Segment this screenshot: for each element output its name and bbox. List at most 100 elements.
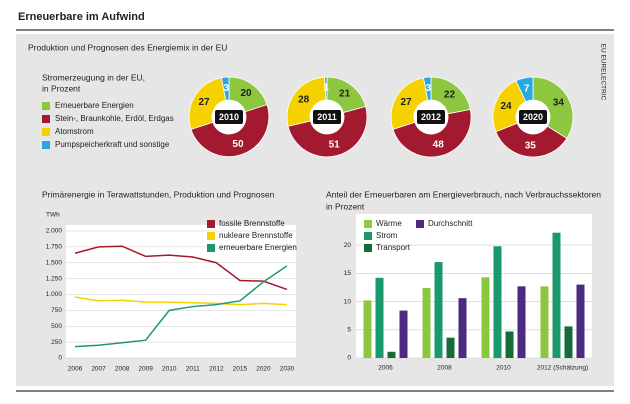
legend-swatch <box>207 244 215 252</box>
legend-label: Erneuerbare Energien <box>55 101 134 110</box>
panel-subtitle: Produktion und Prognosen des Energiemix … <box>28 42 227 52</box>
y-tick-label: 20 <box>344 242 352 249</box>
line-series <box>74 296 288 306</box>
donut-value-label: 3 <box>223 83 229 94</box>
y-tick-label: 1.000 <box>46 291 63 298</box>
y-tick-label: 500 <box>51 323 62 330</box>
page-title: Erneuerbare im Aufwind <box>18 11 145 23</box>
legend-label: Durchschnitt <box>428 219 473 228</box>
bar <box>505 331 514 358</box>
bar <box>422 288 431 358</box>
legend-swatch <box>42 141 50 149</box>
year-badge <box>215 110 243 124</box>
bar <box>493 246 502 358</box>
x-tick-label: 2007 <box>91 366 106 373</box>
bar <box>552 232 561 358</box>
donut-value-label: 34 <box>553 98 565 109</box>
x-tick-label: 2006 <box>378 365 393 372</box>
bar <box>540 286 549 358</box>
y-tick-label: 5 <box>347 326 351 333</box>
legend-swatch <box>207 220 215 228</box>
donut-value-label: 7 <box>524 83 530 94</box>
bar <box>399 310 408 358</box>
line-series <box>74 245 288 291</box>
bar <box>576 284 585 358</box>
donut-year: 2020 <box>523 112 543 122</box>
legend-label: Stein-, Braunkohle, Erdöl, Erdgas <box>55 114 174 123</box>
donut-value-label: 27 <box>400 97 412 108</box>
year-badge <box>313 110 341 124</box>
y-tick-label: 0 <box>58 355 62 362</box>
y-tick-label: 15 <box>344 270 352 277</box>
bar <box>517 286 526 358</box>
y-tick-label: 2.000 <box>46 228 63 235</box>
y-tick-label: 750 <box>51 307 62 314</box>
legend-label: Strom <box>376 231 398 240</box>
x-tick-label: 2010 <box>162 366 177 373</box>
x-tick-label: 2020 <box>256 366 271 373</box>
donut-value-label: 1 <box>323 83 329 94</box>
legend-label: Atomstrom <box>55 127 94 136</box>
chart-title: Anteil der Erneuerbaren am Energieverbra… <box>326 189 601 199</box>
donut-value-label: 20 <box>240 88 252 99</box>
x-tick-label: 2010 <box>496 365 511 372</box>
donut-value-label: 27 <box>198 97 210 108</box>
y-tick-label: 1.750 <box>46 244 63 251</box>
x-tick-label: 2008 <box>437 365 452 372</box>
legend-swatch <box>416 220 424 228</box>
donut-year: 2010 <box>219 112 239 122</box>
y-tick-label: 1.250 <box>46 275 63 282</box>
donut-year: 2012 <box>421 112 441 122</box>
x-tick-label: 2009 <box>138 366 153 373</box>
legend-label: Wärme <box>376 219 402 228</box>
donut-value-label: 21 <box>339 89 351 100</box>
year-badge <box>417 110 445 124</box>
source: EU EURELECTRIC <box>599 44 606 101</box>
legend-swatch <box>42 115 50 123</box>
donut-value-label: 51 <box>329 140 341 151</box>
x-tick-label: 2011 <box>186 366 200 373</box>
donut-value-label: 50 <box>232 139 244 150</box>
y-tick-label: 1.500 <box>46 259 63 266</box>
bar <box>481 277 490 358</box>
donut-year: 2011 <box>317 112 337 122</box>
donut-value-label: 24 <box>500 101 512 112</box>
x-tick-label: 2012 <box>209 366 224 373</box>
legend-swatch <box>364 220 372 228</box>
legend-label: erneuerbare Energien <box>219 243 297 252</box>
x-tick-label: 2030 <box>280 366 295 373</box>
bar <box>434 262 443 358</box>
legend-label: Pumpspeicherkraft und sonstige <box>55 140 170 149</box>
bar <box>446 337 455 358</box>
y-tick-label: 250 <box>51 339 62 346</box>
legend-label: fossile Brennstoffe <box>219 219 285 228</box>
donut-value-label: 35 <box>525 141 537 152</box>
y-tick-label: 0 <box>347 355 351 362</box>
donut-value-label: 48 <box>433 140 445 151</box>
legend-swatch <box>364 232 372 240</box>
donut-value-label: 3 <box>425 83 431 94</box>
y-axis-label: TWh <box>46 212 60 219</box>
chart-title: Stromerzeugung in der EU, <box>42 72 145 82</box>
bar <box>458 298 467 358</box>
bar <box>564 326 573 358</box>
chart-subtitle: in Prozent <box>42 83 81 93</box>
legend-label: nukleare Brennstoffe <box>219 231 293 240</box>
legend-swatch <box>364 244 372 252</box>
x-tick-label: 2006 <box>68 366 83 373</box>
donut-value-label: 22 <box>444 89 456 100</box>
y-tick-label: 10 <box>344 298 352 305</box>
legend-swatch <box>42 128 50 136</box>
chart-title: Primärenergie in Terawattstunden, Produk… <box>42 189 275 199</box>
chart-subtitle: in Prozent <box>326 201 365 211</box>
legend-label: Transport <box>376 243 411 252</box>
bar <box>375 277 384 358</box>
legend-swatch <box>207 232 215 240</box>
x-tick-label: 2012 (Schätzung) <box>537 365 588 372</box>
donut-value-label: 28 <box>298 94 310 105</box>
bar <box>363 300 372 358</box>
x-tick-label: 2008 <box>115 366 130 373</box>
bar <box>387 351 396 358</box>
legend-swatch <box>42 102 50 110</box>
